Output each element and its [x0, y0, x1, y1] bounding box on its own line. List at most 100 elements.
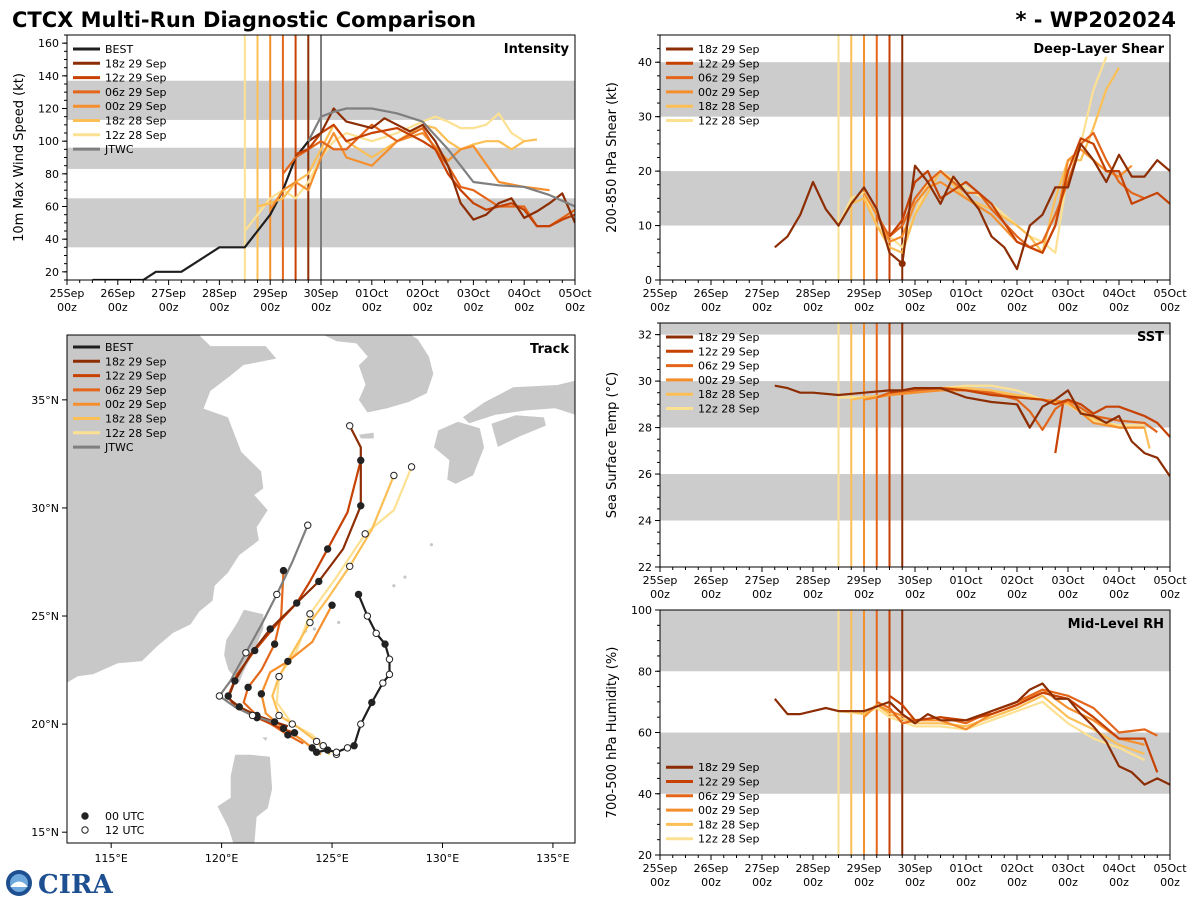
x-tick-date: 02Oct	[1000, 862, 1034, 875]
track-point	[372, 629, 380, 638]
y-tick-label: 60	[638, 727, 652, 740]
x-tick-hour: 00z	[1058, 301, 1078, 314]
panel-title: Track	[530, 342, 569, 357]
x-tick-date: 28Sep	[796, 574, 831, 587]
legend-label-00z-29-sep: 00z 29 Sep	[698, 374, 760, 387]
legend-label-18z-29-sep: 18z 29 Sep	[698, 331, 760, 344]
land-islet	[429, 543, 434, 547]
legend-label-18z-29-sep: 18z 29 Sep	[698, 43, 760, 56]
x-tick-hour: 00z	[956, 301, 976, 314]
legend-label-06z-29-sep: 06z 29 Sep	[698, 72, 760, 85]
y-axis-label: 200-850 hPa Shear (kt)	[605, 82, 620, 233]
track-point	[215, 692, 224, 700]
series-line-18z-29-sep	[1016, 403, 1031, 429]
series-line-18z-28-sep	[257, 123, 538, 208]
y-tick-label: 120	[38, 103, 59, 116]
legend-label-12z-29-sep: 12z 29 Sep	[698, 57, 760, 70]
x-tick-hour: 00z	[413, 301, 433, 314]
track-line-jtwc	[218, 524, 309, 723]
legend-label-12z-29-sep: 12z 29 Sep	[105, 72, 167, 85]
track-point	[315, 577, 323, 586]
land-hainan	[0, 722, 23, 763]
y-tick-label: 80	[638, 665, 652, 678]
track-point	[273, 590, 281, 599]
series-line-12z-29-sep	[888, 137, 1170, 254]
legend-label-18z-28-sep: 18z 28 Sep	[105, 115, 167, 128]
map-frame	[66, 334, 576, 844]
x-tick-date: 26Sep	[694, 862, 729, 875]
series-line-12z-28-sep	[838, 700, 1145, 762]
map-x-tick-label: 115°E	[94, 852, 127, 865]
land-shikoku	[490, 414, 547, 448]
x-tick-date: 27Sep	[151, 287, 186, 300]
map-y-tick-label: 35°N	[31, 394, 59, 407]
track-point	[306, 618, 314, 627]
gray-band	[660, 323, 1170, 335]
figure-title: CTCX Multi-Run Diagnostic Comparison	[12, 8, 476, 32]
x-tick-date: 30Sep	[898, 862, 933, 875]
x-tick-date: 03Oct	[457, 287, 491, 300]
x-tick-date: 03Oct	[1051, 287, 1085, 300]
rh-panel: 2040608010025Sep00z26Sep00z27Sep00z28Sep…	[605, 604, 1187, 889]
x-tick-date: 25Sep	[643, 574, 678, 587]
x-tick-date: 29Sep	[847, 287, 882, 300]
map-x-tick-label: 135°E	[536, 852, 569, 865]
track-point	[270, 640, 279, 648]
legend-label-06z-29-sep: 06z 29 Sep	[698, 360, 760, 373]
y-tick-label: 26	[638, 468, 652, 481]
map-y-tick-label: 15°N	[31, 826, 59, 839]
series-line-06z-29-sep	[875, 131, 1145, 249]
x-tick-hour: 00z	[854, 588, 874, 601]
y-tick-label: 32	[638, 329, 652, 342]
legend-label-best: BEST	[105, 43, 133, 56]
track-point	[306, 610, 314, 618]
x-tick-hour: 00z	[1160, 588, 1180, 601]
x-tick-date: 26Sep	[694, 574, 729, 587]
track-point	[346, 562, 354, 571]
x-tick-hour: 00z	[1007, 301, 1027, 314]
land-islet	[392, 584, 396, 588]
track-point	[251, 646, 259, 655]
track-point	[357, 720, 365, 728]
gray-band	[660, 732, 1170, 794]
panel-plot-area	[660, 35, 1170, 280]
y-tick-label: 22	[638, 561, 652, 574]
x-tick-date: 01Oct	[355, 287, 389, 300]
track-point	[231, 677, 239, 685]
x-tick-hour: 00z	[803, 301, 823, 314]
legend-label-18z-28-sep: 18z 28 Sep	[698, 388, 760, 401]
x-tick-date: 01Oct	[949, 287, 983, 300]
y-tick-label: 40	[638, 56, 652, 69]
x-tick-hour: 00z	[701, 301, 721, 314]
legend-label-12z-28-sep: 12z 28 Sep	[698, 115, 760, 128]
track-point	[390, 471, 398, 480]
x-tick-hour: 00z	[1007, 876, 1027, 889]
marker-00utc-swatch	[81, 812, 89, 820]
legend-label-18z-29-sep: 18z 29 Sep	[105, 57, 167, 70]
legend-label-06z-29-sep: 06z 29 Sep	[698, 790, 760, 803]
legend-label-06z-29-sep: 06z 29 Sep	[105, 384, 167, 397]
x-tick-date: 04Oct	[508, 287, 542, 300]
series-line-18z-29-sep	[774, 142, 1170, 271]
series-line-18z-29-sep	[307, 107, 575, 224]
map-y-tick-label: 30°N	[31, 502, 59, 515]
x-tick-hour: 00z	[854, 301, 874, 314]
y-axis-label: 700-500 hPa Humidity (%)	[605, 647, 620, 819]
x-tick-hour: 00z	[650, 588, 670, 601]
x-tick-date: 30Sep	[898, 574, 933, 587]
track-point	[323, 746, 332, 754]
x-tick-hour: 00z	[1058, 876, 1078, 889]
track-point	[290, 729, 299, 737]
x-tick-hour: 00z	[108, 301, 128, 314]
x-tick-hour: 00z	[803, 588, 823, 601]
track-point	[312, 737, 321, 746]
legend-label-12z-29-sep: 12z 29 Sep	[698, 776, 760, 789]
x-tick-date: 04Oct	[1102, 862, 1136, 875]
x-tick-date: 26Sep	[694, 287, 729, 300]
track-point	[319, 742, 327, 750]
storm-id: * - WP202024	[1015, 8, 1176, 32]
x-tick-hour: 00z	[650, 301, 670, 314]
x-tick-hour: 00z	[1160, 876, 1180, 889]
